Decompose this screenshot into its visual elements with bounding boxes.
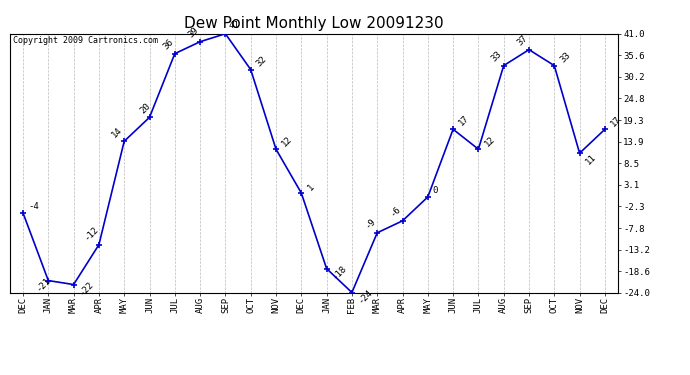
Text: 39: 39 xyxy=(186,26,200,39)
Text: 32: 32 xyxy=(255,55,269,69)
Text: 20: 20 xyxy=(139,101,152,115)
Text: -12: -12 xyxy=(82,225,100,243)
Text: -4: -4 xyxy=(28,202,39,211)
Text: 17: 17 xyxy=(609,114,623,129)
Text: -24: -24 xyxy=(356,288,374,306)
Text: 36: 36 xyxy=(161,38,175,51)
Text: -9: -9 xyxy=(364,217,377,231)
Text: 14: 14 xyxy=(110,125,124,139)
Text: -18: -18 xyxy=(331,264,348,282)
Text: -6: -6 xyxy=(388,205,402,219)
Text: 37: 37 xyxy=(515,33,529,48)
Text: 41: 41 xyxy=(228,21,239,30)
Text: -21: -21 xyxy=(34,276,52,294)
Text: 33: 33 xyxy=(490,50,504,63)
Text: 11: 11 xyxy=(584,152,598,166)
Text: Copyright 2009 Cartronics.com: Copyright 2009 Cartronics.com xyxy=(13,36,159,45)
Text: 12: 12 xyxy=(280,135,294,148)
Text: 0: 0 xyxy=(432,186,437,195)
Title: Dew Point Monthly Low 20091230: Dew Point Monthly Low 20091230 xyxy=(184,16,444,31)
Text: 17: 17 xyxy=(457,113,471,127)
Text: 33: 33 xyxy=(558,51,573,65)
Text: 1: 1 xyxy=(306,182,315,192)
Text: -22: -22 xyxy=(78,280,95,298)
Text: 12: 12 xyxy=(482,135,497,148)
